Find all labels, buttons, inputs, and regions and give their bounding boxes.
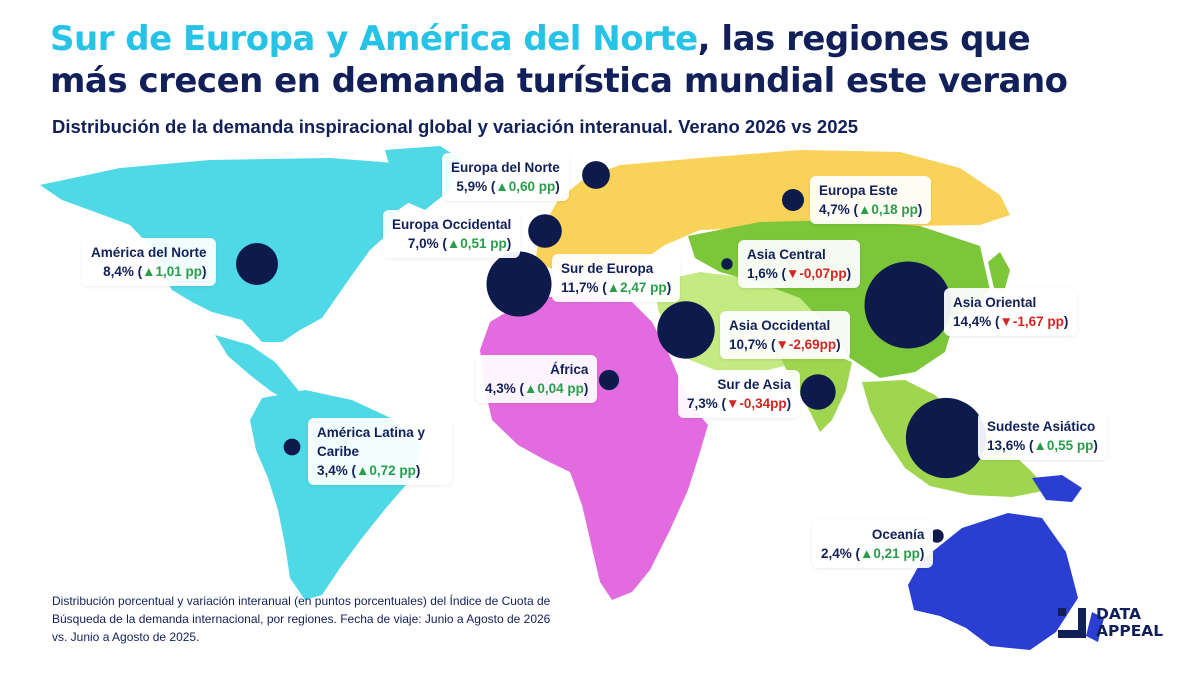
bubble-américa-del-norte: [236, 243, 278, 285]
region-name: Oceanía: [871, 527, 925, 542]
title-rest-line1: , las regiones que: [697, 19, 1031, 59]
label-america-latina: América Latina y Caribe 3,4% (▲0,72 pp): [308, 418, 452, 485]
label-africa: África 4,3% (▲0,04 pp): [476, 355, 598, 403]
region-change: ▼-0,07pp: [786, 266, 847, 281]
region-change: ▼-2,69pp: [775, 337, 837, 352]
region-share: 14,4%: [953, 314, 992, 329]
label-sur-de-europa: Sur de Europa 11,7% (▲2,47 pp): [552, 254, 681, 302]
land-papua: [1032, 475, 1082, 502]
region-share: 3,4%: [317, 463, 348, 478]
page-title: Sur de Europa y América del Norte, las r…: [50, 18, 1068, 102]
region-change: ▲1,01 pp: [142, 264, 203, 279]
bubble-asia-oriental: [864, 261, 952, 349]
region-share: 2,4%: [821, 546, 852, 561]
region-change: ▲0,04 pp: [524, 381, 584, 396]
page-subtitle: Distribución de la demanda inspiracional…: [52, 116, 859, 137]
label-asia-occidental: Asia Occidental 10,7% (▼-2,69pp): [720, 311, 850, 359]
region-share: 10,7%: [729, 337, 768, 352]
label-asia-central: Asia Central 1,6% (▼-0,07pp): [738, 240, 861, 288]
label-america-del-norte: América del Norte 8,4% (▲1,01 pp): [82, 238, 216, 286]
bubble-áfrica: [598, 369, 620, 391]
region-change: ▲0,51 pp: [446, 236, 507, 251]
region-share: 4,3%: [485, 381, 516, 396]
region-name: América Latina y Caribe: [317, 425, 426, 459]
region-change: ▼-0,34pp: [726, 396, 787, 411]
region-share: 8,4%: [103, 264, 134, 279]
land-australia: [908, 513, 1078, 650]
region-share: 1,6%: [747, 266, 778, 281]
region-change: ▲0,21 pp: [860, 546, 920, 561]
region-share: 7,0%: [407, 236, 439, 251]
brand-line1: DATA: [1096, 605, 1142, 623]
region-name: Europa Occidental: [392, 217, 512, 232]
region-name: América del Norte: [91, 245, 207, 260]
region-change: ▲0,55 pp: [1033, 438, 1094, 453]
region-name: Asia Central: [747, 247, 826, 262]
region-name: Europa Este: [819, 183, 898, 198]
footnote: Distribución porcentual y variación inte…: [52, 594, 551, 644]
label-sur-de-asia: Sur de Asia 7,3% (▼-0,34pp): [678, 370, 801, 418]
land-japan: [988, 252, 1010, 292]
label-sudeste-asiatico: Sudeste Asiático 13,6% (▲0,55 pp): [978, 412, 1107, 460]
land-new-zealand: [1086, 612, 1104, 642]
title-highlight: Sur de Europa y América del Norte: [50, 19, 698, 59]
label-europa-este: Europa Este 4,7% (▲0,18 pp): [810, 176, 932, 224]
region-name: Sudeste Asiático: [987, 419, 1096, 434]
label-asia-oriental: Asia Oriental 14,4% (▼-1,67 pp): [944, 288, 1078, 336]
title-line2: más crecen en demanda turística mundial …: [50, 61, 1068, 101]
region-name: Sur de Europa: [561, 261, 654, 276]
bubble-américa-latina-y-caribe: [283, 438, 301, 456]
bubble-asia-occidental: [657, 301, 715, 359]
label-europa-occidental: Europa Occidental 7,0% (▲0,51 pp): [383, 210, 521, 258]
region-share: 5,9%: [456, 179, 488, 194]
region-name: Asia Occidental: [729, 318, 831, 333]
region-name: África: [550, 362, 589, 377]
region-share: 7,3%: [687, 396, 718, 411]
bubble-asia-central: [721, 258, 733, 270]
region-change: ▲0,60 pp: [495, 179, 556, 194]
label-europa-del-norte: Europa del Norte 5,9% (▲0,60 pp): [442, 153, 569, 201]
region-change: ▲0,18 pp: [858, 202, 918, 217]
region-name: Asia Oriental: [953, 295, 1037, 310]
bubble-oceanía: [930, 529, 944, 543]
land-central-america: [215, 335, 302, 402]
region-change: ▼-1,67 pp: [999, 314, 1064, 329]
bubble-europa-del-norte: [582, 161, 610, 189]
region-change: ▲0,72 pp: [356, 463, 416, 478]
region-share: 4,7%: [819, 202, 850, 217]
region-share: 13,6%: [987, 438, 1026, 453]
bubble-sudeste-asiático: [905, 397, 987, 479]
bubble-europa-occidental: [528, 214, 562, 248]
region-name: Europa del Norte: [451, 160, 560, 175]
label-oceania: Oceanía 2,4% (▲0,21 pp): [812, 520, 934, 568]
bubble-europa-este: [782, 189, 804, 211]
brand-mark-icon: [1058, 608, 1086, 638]
bubble-sur-de-asia: [800, 374, 836, 410]
region-share: 11,7%: [561, 280, 599, 295]
bubble-layer: [236, 161, 987, 543]
region-change: ▲2,47 pp: [606, 280, 667, 295]
brand-line2: APPEAL: [1096, 622, 1164, 640]
region-name: Sur de Asia: [717, 377, 792, 392]
bubble-sur-de-europa: [486, 251, 552, 317]
